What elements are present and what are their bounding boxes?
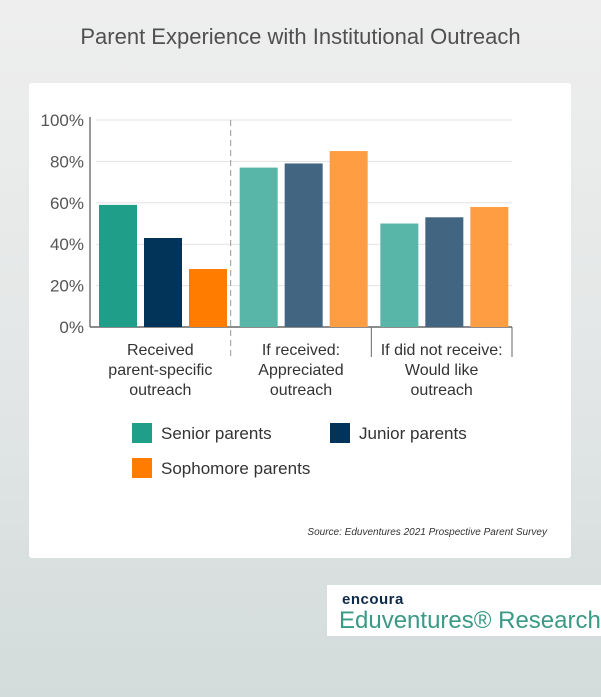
x-category-label: Appreciated bbox=[258, 362, 343, 379]
bar-chart: 0% 20% 40% 60% 80% 100% Received parent-specifi… bbox=[41, 111, 548, 538]
x-category-label: outreach bbox=[411, 382, 473, 399]
x-category-label: Received bbox=[127, 342, 194, 359]
bar-sophomore-parents bbox=[329, 151, 368, 327]
page-title: Parent Experience with Institutional Out… bbox=[80, 24, 521, 49]
bar-junior-parents bbox=[144, 237, 182, 327]
y-tick-label: 20% bbox=[50, 277, 84, 296]
x-category-label: parent-specific bbox=[108, 362, 212, 379]
encoura-logo: encoura bbox=[342, 591, 404, 608]
bar-senior-parents bbox=[99, 204, 137, 327]
x-category-label: outreach bbox=[270, 382, 332, 399]
legend-swatch bbox=[330, 423, 350, 443]
bar-sophomore-parents bbox=[470, 206, 509, 327]
y-tick-label: 100% bbox=[41, 111, 84, 130]
y-tick-label: 80% bbox=[50, 152, 84, 171]
legend-swatch bbox=[132, 458, 152, 478]
bar-junior-parents bbox=[284, 163, 323, 327]
source-note: Source: Eduventures 2021 Prospective Par… bbox=[307, 527, 548, 538]
y-tick-label: 0% bbox=[59, 318, 84, 337]
legend-label: Junior parents bbox=[359, 424, 467, 443]
bar-senior-parents bbox=[239, 167, 278, 327]
legend-label: Senior parents bbox=[161, 424, 272, 443]
y-tick-label: 40% bbox=[50, 235, 84, 254]
x-category-label: Would like bbox=[405, 362, 479, 379]
chart-card: 0% 20% 40% 60% 80% 100% Received parent-specifi… bbox=[29, 83, 571, 558]
bar-senior-parents bbox=[380, 223, 419, 327]
legend-swatch bbox=[132, 423, 152, 443]
bar-sophomore-parents bbox=[189, 269, 227, 327]
eduventures-logo: Eduventures® Research bbox=[339, 607, 601, 634]
x-category-label: If did not receive: bbox=[381, 342, 503, 359]
bar-junior-parents bbox=[425, 217, 464, 327]
y-tick-label: 60% bbox=[50, 194, 84, 213]
logo: encoura Eduventures® Research bbox=[327, 585, 601, 636]
x-category-label: outreach bbox=[129, 382, 191, 399]
x-category-label: If received: bbox=[262, 342, 340, 359]
legend-label: Sophomore parents bbox=[161, 459, 310, 478]
